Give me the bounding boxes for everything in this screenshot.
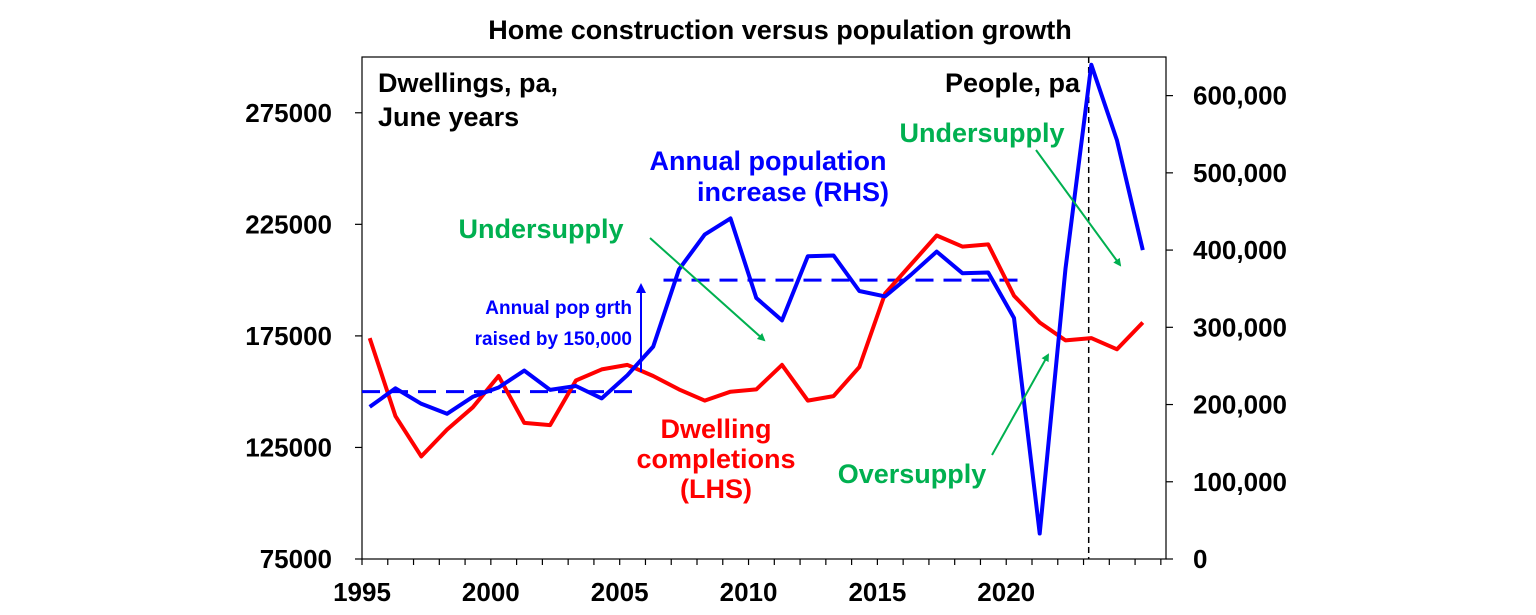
right-tick-label: 100,000 [1193,467,1287,497]
x-tick-label: 2005 [591,577,649,607]
left-axis-label-line-1: Dwellings, pa, [378,68,558,98]
right-tick-label: 0 [1193,544,1207,574]
oversupply-label: Oversupply [838,459,987,489]
oversupply-arrow [991,353,1049,456]
right-tick-label: 600,000 [1193,81,1287,111]
plot-frame [361,56,1167,560]
dwelling-completions-line [367,233,1145,459]
left-axis-ticks: 75000 125000 175000 225000 275000 [245,98,362,574]
undersupply-label-2: Undersupply [899,118,1064,148]
chart-title: Home construction versus population grow… [488,15,1072,45]
right-axis-ticks: 0 100,000 200,000 300,000 400,000 500,000 600,… [1166,81,1287,574]
right-tick-label: 200,000 [1193,390,1287,420]
right-tick-label: 500,000 [1193,158,1287,188]
dwelling-series-label-line-1: Dwelling [660,414,771,444]
dwelling-series-label-line-3: (LHS) [680,474,752,504]
step-annotation-line-1: Annual pop grth [485,298,632,319]
x-axis-ticks: 1995 2000 2005 2010 2015 2020 [333,559,1162,607]
left-tick-label: 75000 [260,544,332,574]
series-lines [367,62,1145,536]
right-tick-label: 300,000 [1193,312,1287,342]
right-tick-label: 400,000 [1193,235,1287,265]
step-annotation-line-2: raised by 150,000 [475,329,632,350]
reference-lines [362,278,1020,394]
undersupply-label-1: Undersupply [458,214,623,244]
population-increase-line [368,62,1145,536]
x-tick-label: 2010 [720,577,778,607]
population-series-label-line-2: increase (RHS) [697,177,889,207]
x-tick-label: 2020 [977,577,1035,607]
undersupply-arrow-2 [1035,149,1122,267]
undersupply-arrow-1 [649,237,766,342]
left-tick-label: 275000 [245,98,332,128]
population-series-label-line-1: Annual population [650,146,887,176]
dwelling-series-label-line-2: completions [636,444,795,474]
x-tick-label: 2000 [462,577,520,607]
left-tick-label: 125000 [245,432,332,462]
left-tick-label: 175000 [245,321,332,351]
left-tick-label: 225000 [245,209,332,239]
left-axis-label-line-2: June years [378,102,519,132]
right-axis-label: People, pa [945,68,1081,98]
x-tick-label: 1995 [333,577,391,607]
x-tick-label: 2015 [848,577,906,607]
